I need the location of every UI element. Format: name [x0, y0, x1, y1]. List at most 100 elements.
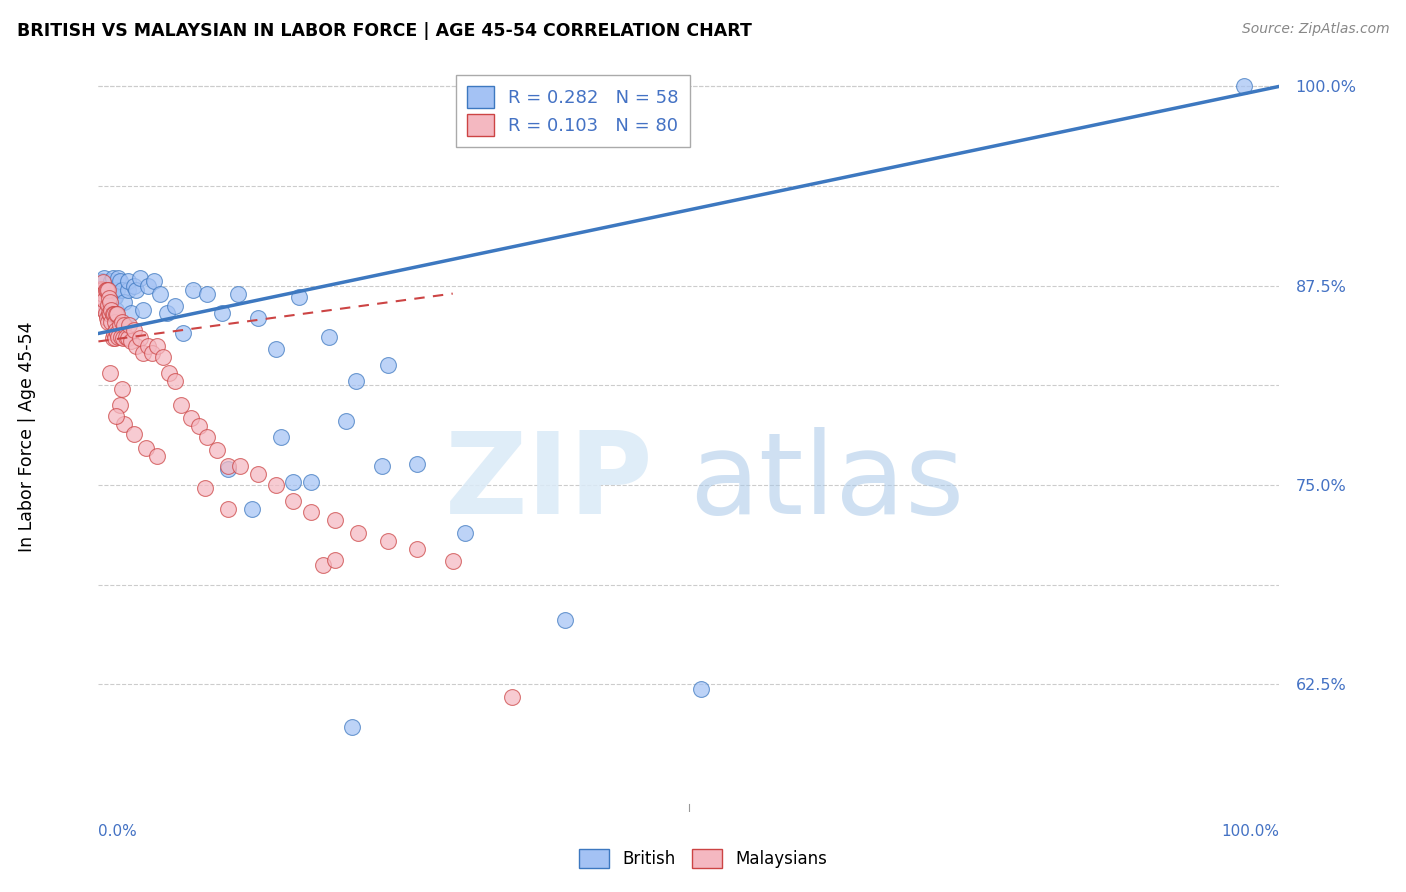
Point [112, 294, 135, 309]
Point [187, 418, 209, 433]
Point [97, 298, 120, 312]
Point [97, 294, 120, 309]
Legend: R = 0.282   N = 58, R = 0.103   N = 80: R = 0.282 N = 58, R = 0.103 N = 80 [456, 75, 689, 147]
Point [97, 315, 120, 329]
Point [98, 282, 121, 296]
Point [108, 318, 131, 333]
Point [111, 315, 134, 329]
Point [94, 306, 117, 320]
Point [98, 292, 121, 306]
Point [342, 720, 364, 734]
Point [1233, 79, 1256, 94]
Point [299, 505, 322, 519]
Point [377, 359, 399, 373]
Point [128, 270, 150, 285]
Point [105, 307, 128, 321]
Point [100, 274, 122, 288]
Point [98, 302, 121, 317]
Point [91, 286, 114, 301]
Point [180, 411, 202, 425]
Point [104, 315, 127, 329]
Point [105, 302, 128, 317]
Point [344, 374, 367, 388]
Point [90, 290, 112, 304]
Point [97, 284, 120, 298]
Point [323, 553, 346, 567]
Point [108, 274, 131, 288]
Point [111, 284, 134, 298]
Point [170, 398, 193, 412]
Point [406, 457, 429, 471]
Point [122, 278, 145, 293]
Point [240, 501, 263, 516]
Point [98, 367, 121, 381]
Point [93, 293, 115, 307]
Point [100, 315, 122, 329]
Point [91, 298, 114, 312]
Point [91, 286, 114, 301]
Point [114, 329, 136, 343]
Point [205, 442, 228, 457]
Point [141, 345, 163, 359]
Point [136, 339, 159, 353]
Point [371, 458, 394, 473]
Point [157, 367, 180, 381]
Point [152, 351, 174, 365]
Point [132, 302, 155, 317]
Point [112, 331, 135, 345]
Point [90, 282, 112, 296]
Point [117, 274, 139, 288]
Point [132, 345, 155, 359]
Point [91, 274, 114, 288]
Point [110, 329, 132, 343]
Point [195, 430, 218, 444]
Point [156, 306, 179, 320]
Point [323, 513, 346, 527]
Point [104, 290, 127, 304]
Point [172, 326, 194, 341]
Point [264, 478, 287, 492]
Point [91, 284, 114, 298]
Point [90, 282, 112, 296]
Point [122, 323, 145, 337]
Point [165, 374, 187, 388]
Point [96, 290, 118, 304]
Point [146, 339, 169, 353]
Point [165, 299, 187, 313]
Point [121, 306, 143, 320]
Point [270, 430, 292, 444]
Text: atlas: atlas [689, 426, 965, 538]
Point [103, 307, 125, 321]
Point [226, 286, 249, 301]
Point [146, 449, 169, 463]
Point [453, 525, 475, 540]
Point [117, 331, 139, 345]
Y-axis label: In Labor Force | Age 45-54: In Labor Force | Age 45-54 [18, 322, 37, 552]
Text: 0.0%: 0.0% [98, 824, 138, 839]
Point [128, 331, 150, 345]
Point [96, 284, 118, 298]
Legend: British, Malaysians: British, Malaysians [572, 842, 834, 875]
Point [194, 481, 217, 495]
Point [149, 286, 172, 301]
Point [93, 282, 115, 296]
Point [101, 307, 124, 321]
Point [264, 343, 287, 357]
Point [94, 284, 117, 298]
Point [299, 475, 322, 489]
Point [98, 294, 121, 309]
Point [105, 409, 128, 424]
Point [98, 306, 121, 320]
Point [125, 339, 148, 353]
Point [103, 290, 125, 304]
Point [98, 307, 121, 321]
Point [136, 278, 159, 293]
Point [283, 475, 305, 489]
Point [103, 326, 125, 341]
Point [111, 382, 134, 396]
Point [246, 310, 269, 325]
Point [108, 398, 131, 412]
Point [347, 525, 370, 540]
Point [101, 331, 124, 345]
Point [105, 323, 128, 337]
